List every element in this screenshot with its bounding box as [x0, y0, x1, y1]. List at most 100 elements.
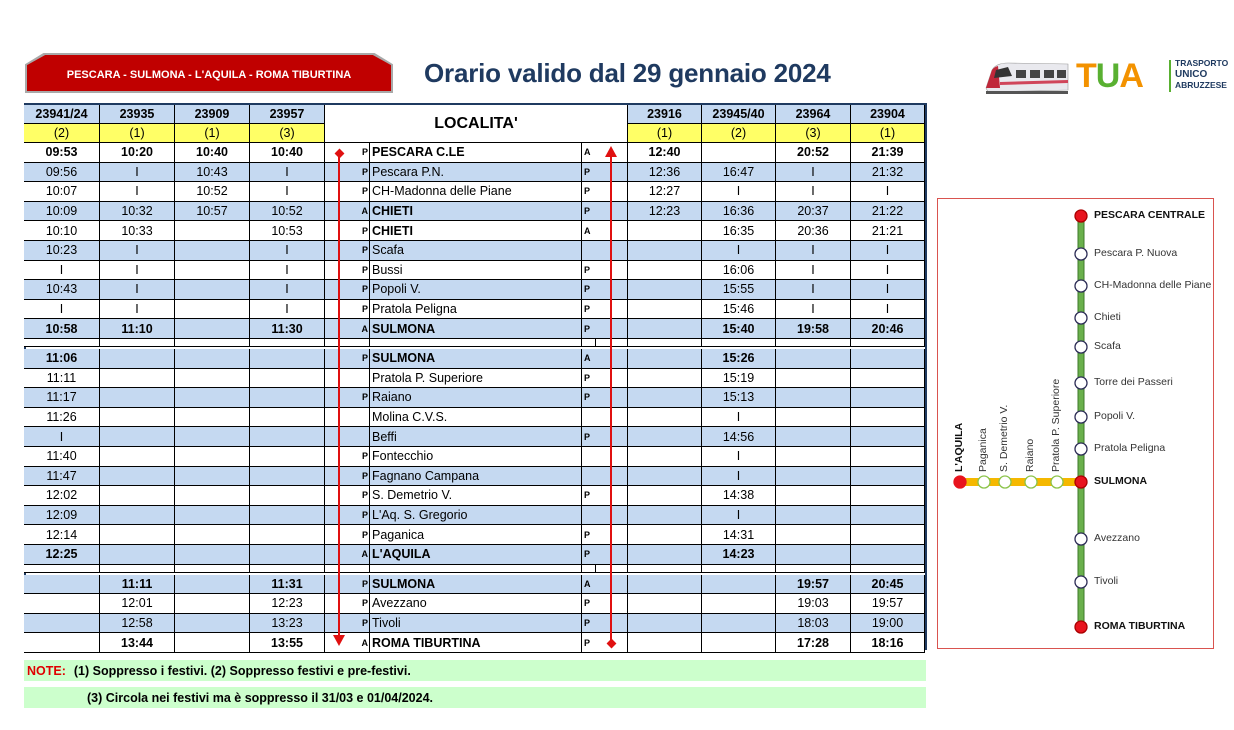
outbound-time: 10:58 [24, 319, 100, 339]
separator-cell [100, 339, 175, 347]
arrow-column [325, 368, 357, 389]
localita-header: LOCALITA' [325, 105, 628, 143]
arrive-depart-flag: A [357, 319, 370, 339]
arrow-column [325, 407, 357, 428]
arrive-depart-flag: P [357, 388, 370, 408]
outbound-time [175, 427, 250, 447]
station-name: PESCARA C.LE [370, 143, 582, 163]
timetable-row: 10:23 I I P Scafa I I I [24, 241, 925, 261]
arrive-depart-flag: P [357, 349, 370, 369]
outbound-time [175, 594, 250, 614]
timetable-row: 09:53 10:20 10:40 10:40 P PESCARA C.LE A 12:40 2… [24, 143, 925, 163]
return-time [702, 574, 776, 595]
train-note-ref: (1) [851, 124, 925, 143]
return-time: 15:46 [702, 299, 776, 320]
arrive-depart-flag: P [357, 505, 370, 526]
separator-cell [24, 564, 100, 573]
arrow-column [325, 221, 357, 241]
separator-cell [357, 564, 370, 573]
outbound-time: 12:23 [250, 594, 325, 614]
return-time: 12:23 [628, 201, 702, 222]
timetable-row: 10:10 10:33 10:53 P CHIETI A 16:35 20:36 21:21 [24, 221, 925, 241]
separator-row [24, 564, 925, 573]
arrow-column [596, 525, 628, 545]
arrow-column [596, 613, 628, 634]
arrive-depart-flag [582, 241, 596, 261]
note-line-1: NOTE: (1) Soppresso i festivi. (2) Soppr… [24, 660, 926, 681]
arrow-column [596, 388, 628, 408]
outbound-time [175, 574, 250, 595]
arrow-column [596, 349, 628, 369]
arrow-column [325, 427, 357, 447]
map-station-label: Avezzano [1094, 532, 1140, 544]
outbound-time: 10:20 [100, 143, 175, 163]
station-name: S. Demetrio V. [370, 486, 582, 506]
train-note-ref: (1) [175, 124, 250, 143]
arrow-column [596, 368, 628, 389]
arrive-depart-flag: P [582, 260, 596, 281]
return-time: 14:38 [702, 486, 776, 506]
return-time [628, 280, 702, 300]
note-text-2: (3) Circola nei festivi ma è soppresso i… [87, 690, 434, 705]
arrive-depart-flag: P [582, 633, 596, 653]
outbound-time: 11:30 [250, 319, 325, 339]
outbound-time: I [250, 299, 325, 320]
outbound-time [100, 447, 175, 467]
return-time [851, 545, 925, 565]
outbound-time [100, 505, 175, 526]
return-time [628, 349, 702, 369]
return-time: 14:56 [702, 427, 776, 447]
return-time: 16:36 [702, 201, 776, 222]
return-time: 19:57 [776, 574, 851, 595]
outbound-time [250, 545, 325, 565]
return-time [776, 525, 851, 545]
outbound-time [175, 388, 250, 408]
return-time: 18:03 [776, 613, 851, 634]
timetable-row: 11:40 P Fontecchio I [24, 447, 925, 467]
outbound-time: 10:09 [24, 201, 100, 222]
outbound-time: 10:52 [175, 182, 250, 202]
arrive-depart-flag [582, 407, 596, 428]
outbound-time [175, 466, 250, 487]
arrow-column [325, 447, 357, 467]
return-time [628, 525, 702, 545]
outbound-time [100, 349, 175, 369]
arrow-column [325, 505, 357, 526]
return-time [628, 574, 702, 595]
return-time [702, 613, 776, 634]
return-time: 19:57 [851, 594, 925, 614]
arrow-column [325, 349, 357, 369]
return-time [628, 221, 702, 241]
outbound-time [175, 241, 250, 261]
separator-cell [370, 564, 582, 573]
outbound-time [250, 505, 325, 526]
arrive-depart-flag: A [582, 574, 596, 595]
return-time [776, 447, 851, 467]
return-time: 19:03 [776, 594, 851, 614]
return-time [628, 505, 702, 526]
return-time [776, 427, 851, 447]
return-time: 14:23 [702, 545, 776, 565]
outbound-time [175, 486, 250, 506]
arrive-depart-flag: P [582, 427, 596, 447]
return-time: 16:47 [702, 162, 776, 183]
arrive-depart-flag: P [582, 319, 596, 339]
outbound-time [100, 407, 175, 428]
outbound-time: I [100, 162, 175, 183]
outbound-time: 12:58 [100, 613, 175, 634]
return-time: I [776, 241, 851, 261]
arrow-column [596, 466, 628, 487]
return-time [628, 260, 702, 281]
separator-cell [250, 339, 325, 347]
outbound-time: 10:10 [24, 221, 100, 241]
arrive-depart-flag: A [582, 349, 596, 369]
return-time [628, 633, 702, 653]
outbound-time: I [250, 260, 325, 281]
separator-cell [596, 564, 628, 573]
separator-cell [325, 564, 357, 573]
separator-cell [851, 339, 925, 347]
outbound-time [100, 466, 175, 487]
outbound-time [175, 633, 250, 653]
train-number-header: 23916 [628, 105, 702, 124]
return-time: I [702, 466, 776, 487]
